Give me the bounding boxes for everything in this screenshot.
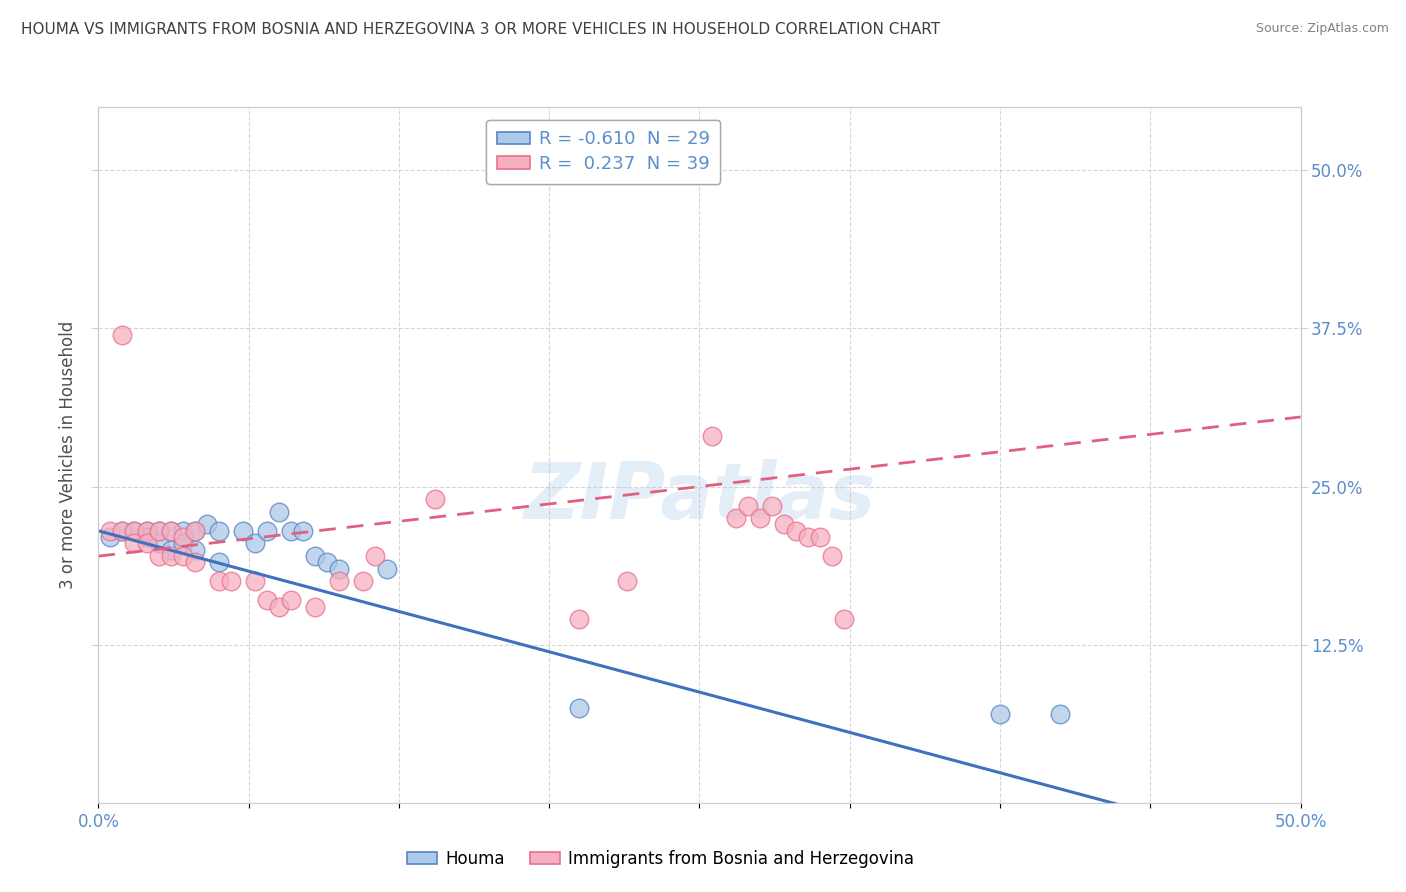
Point (148, 524, 170, 538)
Point (172, 524, 194, 538)
Point (748, 511, 770, 525)
Point (135, 530, 157, 544)
Point (111, 524, 134, 538)
Point (280, 524, 302, 538)
Point (364, 549, 387, 563)
Point (124, 524, 146, 538)
Point (785, 524, 807, 538)
Point (304, 549, 326, 563)
Point (208, 556, 231, 570)
Point (761, 499, 783, 513)
Point (304, 599, 326, 614)
Point (291, 524, 314, 538)
Point (148, 536, 170, 550)
Point (232, 524, 254, 538)
Point (1049, 707, 1071, 722)
Point (772, 517, 794, 532)
Point (135, 524, 157, 538)
Point (796, 530, 818, 544)
Point (183, 524, 205, 538)
Point (159, 549, 181, 563)
Point (159, 524, 181, 538)
Point (267, 505, 290, 519)
Point (724, 511, 747, 525)
Point (256, 524, 278, 538)
Point (737, 499, 759, 513)
Point (568, 612, 591, 626)
Point (821, 549, 844, 563)
Point (315, 556, 337, 570)
Point (100, 530, 122, 544)
Point (808, 530, 831, 544)
Point (568, 701, 591, 715)
Point (256, 593, 278, 607)
Point (832, 612, 855, 626)
Point (243, 574, 266, 589)
Point (148, 524, 170, 538)
Point (328, 574, 350, 589)
Point (243, 536, 266, 550)
Point (135, 536, 157, 550)
Point (135, 524, 157, 538)
Point (148, 549, 170, 563)
Point (111, 327, 134, 342)
Point (352, 574, 374, 589)
Text: HOUMA VS IMMIGRANTS FROM BOSNIA AND HERZEGOVINA 3 OR MORE VEHICLES IN HOUSEHOLD : HOUMA VS IMMIGRANTS FROM BOSNIA AND HERZ… (21, 22, 941, 37)
Point (195, 517, 218, 532)
Point (219, 574, 242, 589)
Point (208, 524, 231, 538)
Point (172, 530, 194, 544)
Point (423, 492, 446, 507)
Point (159, 542, 181, 557)
Point (183, 524, 205, 538)
Point (267, 599, 290, 614)
Point (616, 574, 638, 589)
Point (208, 574, 231, 589)
Point (172, 549, 194, 563)
Text: ZIPatlas: ZIPatlas (523, 458, 876, 534)
Point (172, 536, 194, 550)
Point (280, 593, 302, 607)
Point (100, 524, 122, 538)
Point (700, 429, 723, 443)
Legend: R = -0.610  N = 29, R =  0.237  N = 39: R = -0.610 N = 29, R = 0.237 N = 39 (486, 120, 720, 184)
Point (988, 707, 1011, 722)
Y-axis label: 3 or more Vehicles in Household: 3 or more Vehicles in Household (59, 321, 77, 589)
Legend: Houma, Immigrants from Bosnia and Herzegovina: Houma, Immigrants from Bosnia and Herzeg… (401, 844, 921, 875)
Point (124, 536, 146, 550)
Point (159, 524, 181, 538)
Text: Source: ZipAtlas.com: Source: ZipAtlas.com (1256, 22, 1389, 36)
Point (328, 562, 350, 576)
Point (375, 562, 398, 576)
Point (183, 542, 205, 557)
Point (111, 524, 134, 538)
Point (183, 556, 205, 570)
Point (124, 524, 146, 538)
